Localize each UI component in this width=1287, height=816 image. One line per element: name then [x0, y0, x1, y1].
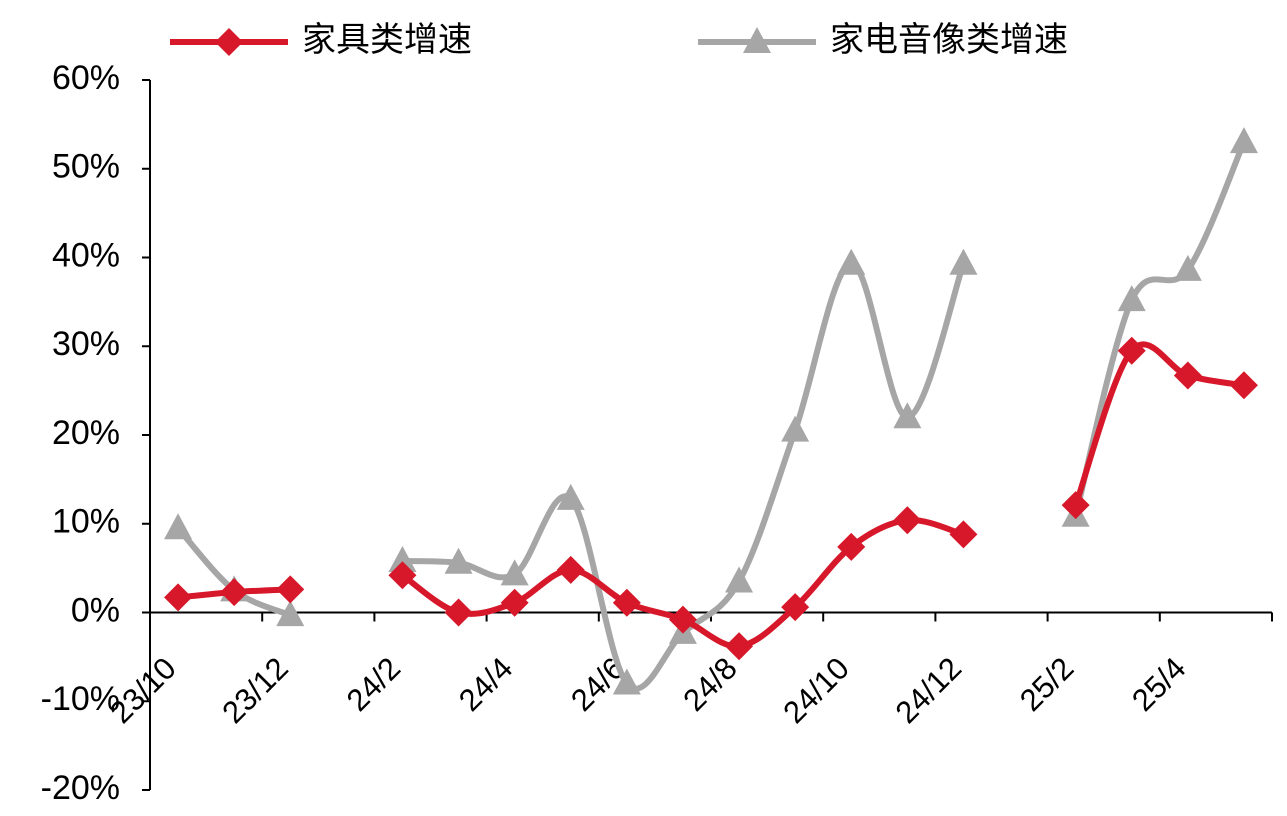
- x-tick-label: 24/4: [452, 650, 519, 717]
- point: [725, 632, 754, 661]
- series-line: [175, 140, 1247, 692]
- point: [276, 575, 305, 604]
- legend-marker: [215, 28, 243, 56]
- point: [500, 559, 529, 586]
- point: [1229, 127, 1258, 154]
- point: [164, 513, 193, 540]
- y-tick-label: 40%: [52, 236, 120, 274]
- point: [781, 593, 810, 622]
- x-tick-label: 24/8: [676, 650, 743, 717]
- point: [837, 248, 866, 275]
- y-tick-label: 20%: [52, 414, 120, 452]
- point: [1117, 285, 1146, 312]
- point: [781, 415, 810, 442]
- point: [1173, 361, 1202, 390]
- x-tick-label: 25/2: [1013, 650, 1080, 717]
- point: [556, 483, 585, 510]
- point: [1061, 491, 1090, 520]
- point: [837, 532, 866, 561]
- legend-label: 家电音像类增速: [830, 21, 1068, 59]
- point: [556, 555, 585, 584]
- y-tick-label: 0%: [71, 591, 120, 629]
- point: [612, 588, 641, 617]
- x-tick-label: 24/10: [776, 650, 856, 730]
- x-tick-label: 25/4: [1125, 650, 1192, 717]
- x-tick-label: 24/2: [340, 650, 407, 717]
- point: [388, 546, 417, 573]
- point: [444, 547, 473, 574]
- point: [388, 561, 417, 590]
- point: [276, 600, 305, 627]
- series-line: [177, 341, 1245, 650]
- y-tick-label: 60%: [52, 59, 120, 97]
- point: [1117, 336, 1146, 365]
- point: [893, 506, 922, 535]
- point: [612, 668, 641, 695]
- y-tick-label: 30%: [52, 325, 120, 363]
- point: [500, 588, 529, 617]
- x-tick-label: 23/12: [215, 650, 295, 730]
- y-tick-label: 10%: [52, 503, 120, 541]
- legend-label: 家具类增速: [302, 21, 472, 59]
- point: [725, 566, 754, 593]
- y-tick-label: -20%: [41, 769, 120, 807]
- point: [444, 598, 473, 627]
- point: [949, 520, 978, 549]
- legend-marker: [743, 27, 771, 53]
- y-tick-label: 50%: [52, 148, 120, 186]
- point: [949, 248, 978, 275]
- point: [1229, 371, 1258, 400]
- point: [164, 583, 193, 612]
- point: [893, 402, 922, 429]
- y-tick-label: -10%: [41, 680, 120, 718]
- x-tick-label: 24/12: [889, 650, 969, 730]
- point: [220, 578, 249, 607]
- point: [668, 605, 697, 634]
- point: [1173, 254, 1202, 281]
